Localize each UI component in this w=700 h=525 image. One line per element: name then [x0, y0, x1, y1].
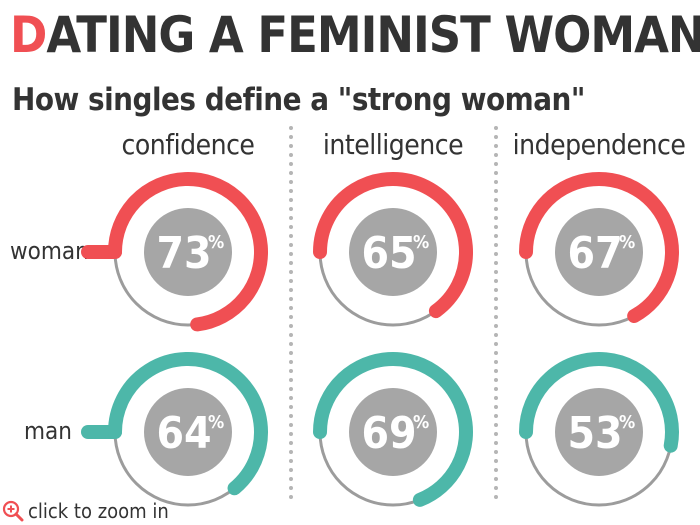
- value-label-woman-intelligence: 65: [361, 228, 416, 279]
- zoom-link[interactable]: click to zoom in: [2, 498, 169, 524]
- ring-center-woman-independence: [555, 208, 643, 296]
- value-label-man-confidence: 64: [156, 408, 211, 459]
- unit-label-man-confidence: %: [208, 412, 224, 433]
- ring-arc-man-independence: [519, 352, 679, 453]
- unit-label-woman-intelligence: %: [413, 232, 429, 253]
- zoom-in-icon: [2, 500, 24, 522]
- row-label-man: man: [24, 417, 72, 445]
- unit-label-woman-confidence: %: [208, 232, 224, 253]
- column-label-intelligence: intelligence: [322, 128, 464, 161]
- chart-title-initial: D: [10, 6, 47, 64]
- ring-center-man-intelligence: [349, 388, 437, 476]
- column-label-independence: independence: [512, 128, 686, 161]
- ring-center-woman-intelligence: [349, 208, 437, 296]
- unit-label-woman-independence: %: [619, 232, 635, 253]
- chart-title: DATING A FEMINIST WOMAN: [10, 2, 700, 68]
- ring-center-man-confidence: [144, 388, 232, 476]
- ring-arc-man-intelligence: [313, 352, 473, 507]
- value-label-woman-confidence: 73: [156, 228, 211, 279]
- ring-arc-woman-independence: [519, 172, 679, 323]
- chart-title-rest: ATING A FEMINIST WOMAN: [46, 6, 700, 64]
- ring-center-woman-confidence: [144, 208, 232, 296]
- ring-center-man-independence: [555, 388, 643, 476]
- zoom-link-text: click to zoom in: [28, 499, 169, 523]
- unit-label-man-independence: %: [619, 412, 635, 433]
- row-label-woman: woman: [10, 237, 89, 265]
- value-label-man-independence: 53: [567, 408, 622, 459]
- value-label-woman-independence: 67: [567, 228, 622, 279]
- column-label-confidence: confidence: [121, 128, 255, 161]
- ring-arc-woman-confidence: [108, 172, 268, 332]
- value-label-man-intelligence: 69: [361, 408, 416, 459]
- unit-label-man-intelligence: %: [413, 412, 429, 433]
- ring-arc-man-confidence: [108, 352, 268, 496]
- chart-subtitle: How singles define a "strong woman": [12, 82, 585, 118]
- ring-arc-woman-intelligence: [313, 172, 473, 319]
